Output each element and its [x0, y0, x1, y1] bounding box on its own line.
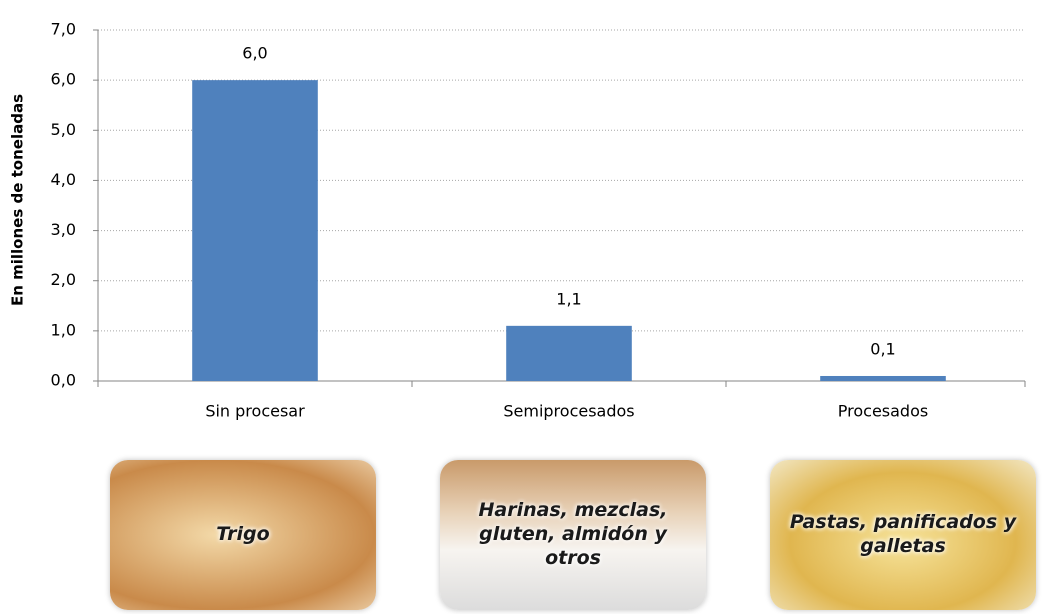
wheat-image: Trigo [110, 460, 376, 610]
value-label: 1,1 [556, 289, 581, 308]
flour-image: Harinas, mezclas, gluten, almidón y otro… [440, 460, 706, 610]
y-axis-title: En millones de toneladas [9, 94, 27, 306]
pasta-image: Pastas, panificados y galletas [770, 460, 1036, 610]
x-tick-label: Procesados [838, 402, 928, 421]
y-tick-label: 3,0 [51, 220, 76, 239]
bar [820, 375, 946, 381]
image-caption: Pastas, panificados y galletas [789, 511, 1017, 557]
x-tick-label: Sin procesar [205, 402, 305, 421]
image-caption: Harinas, mezclas, gluten, almidón y otro… [478, 499, 668, 569]
y-tick-label: 4,0 [51, 170, 76, 189]
x-tick-label: Semiprocesados [503, 402, 634, 421]
y-tick-label: 1,0 [51, 320, 76, 339]
chart: En millones de toneladas 0,0 1,0 2,0 3,0 4,0… [9, 20, 1026, 421]
y-tick-label: 5,0 [51, 120, 76, 139]
value-label: 0,1 [870, 339, 895, 358]
y-tick-label: 2,0 [51, 270, 76, 289]
y-tick-label: 7,0 [51, 20, 76, 39]
bar [192, 80, 318, 382]
y-tick-label: 0,0 [51, 371, 76, 390]
value-label: 6,0 [242, 44, 267, 63]
image-caption: Trigo [216, 523, 270, 546]
bar [506, 325, 632, 381]
y-tick-label: 6,0 [51, 70, 76, 89]
